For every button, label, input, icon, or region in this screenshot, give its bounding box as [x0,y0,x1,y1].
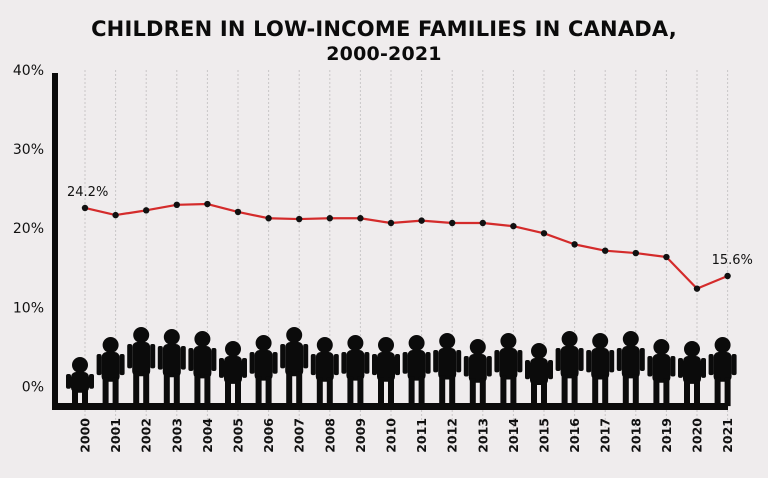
data-point [724,272,731,280]
data-point [479,219,486,227]
series-line [84,202,729,290]
x-tick-label: 2017 [598,418,613,453]
data-label: 24.2% [67,185,108,200]
child-silhouette [219,341,247,407]
chart-title: CHILDREN IN LOW-INCOME FAMILIES IN CANAD… [0,17,768,67]
title-line-2: 2000-2021 [326,43,442,65]
data-point [449,219,456,227]
y-tick-label: 10% [13,300,44,316]
data-point [204,200,211,208]
x-tick-label: 2006 [261,418,276,453]
child-silhouette [647,339,676,407]
x-tick-label: 2016 [567,418,582,453]
child-silhouette [433,333,462,406]
y-tick-label: 0% [22,379,44,395]
x-tick-label: 2021 [720,418,735,453]
child-silhouette [280,327,309,405]
x-axis-ticks: 2000 2001 2002 2003 2004 2005 2006 2007 2008 2009… [78,418,736,453]
data-point [510,222,517,230]
child-silhouette [127,327,156,405]
x-tick-label: 2018 [628,418,643,453]
x-tick-label: 2015 [537,418,552,453]
data-annotations: 24.2% 15.6% [67,185,753,268]
gridlines [84,70,729,448]
data-point [387,219,395,227]
y-tick-label: 40% [13,63,44,79]
x-tick-label: 2014 [506,418,521,453]
y-axis [52,73,58,410]
axes [52,73,728,410]
child-silhouette [66,357,94,410]
child-silhouette [555,331,584,406]
data-point [326,215,333,222]
data-point [540,230,548,237]
child-silhouette [708,337,737,407]
data-point [693,285,701,292]
x-tick-label: 2019 [659,418,674,453]
child-silhouette [678,341,706,407]
x-axis [52,403,728,410]
x-tick-label: 2007 [292,418,307,453]
child-silhouette [463,339,492,407]
data-point [143,207,150,214]
y-tick-label: 20% [13,221,44,237]
x-tick-label: 2012 [445,418,460,453]
child-silhouette [249,335,278,406]
data-point [112,211,119,219]
data-point [602,247,609,254]
x-tick-label: 2002 [139,418,154,453]
x-tick-label: 2020 [690,418,705,453]
data-point [296,215,303,223]
child-silhouette [157,329,186,405]
x-tick-label: 2003 [169,418,184,453]
child-silhouette [525,343,553,407]
title-line-1: CHILDREN IN LOW-INCOME FAMILIES IN CANAD… [91,17,677,41]
child-silhouette [494,333,523,406]
child-silhouette [310,337,339,407]
x-tick-label: 2001 [108,418,123,453]
x-tick-label: 2008 [322,418,337,453]
child-silhouette [96,337,125,407]
child-silhouette [372,337,400,407]
data-point [81,204,89,212]
data-point [663,253,670,261]
data-series [81,200,731,292]
x-tick-label: 2013 [475,418,490,453]
data-point [571,241,578,248]
child-silhouette [586,333,615,406]
x-tick-label: 2010 [384,418,399,453]
data-point [418,217,425,224]
data-point [173,201,180,209]
data-point [265,215,272,222]
data-label: 15.6% [712,253,753,268]
x-tick-label: 2005 [231,418,246,453]
x-tick-label: 2000 [78,418,93,453]
data-point [357,215,364,222]
x-tick-label: 2004 [200,418,215,453]
data-point [234,208,242,216]
data-point [632,249,639,257]
child-silhouette [616,331,645,406]
child-silhouette [341,335,370,406]
y-axis-ticks: 0% 10% 20% 30% 40% [13,63,44,395]
x-tick-label: 2011 [414,418,429,453]
child-silhouettes [66,327,737,410]
child-silhouette [188,331,217,406]
y-tick-label: 30% [13,142,44,158]
child-silhouette [402,335,431,406]
x-tick-label: 2009 [353,418,368,453]
